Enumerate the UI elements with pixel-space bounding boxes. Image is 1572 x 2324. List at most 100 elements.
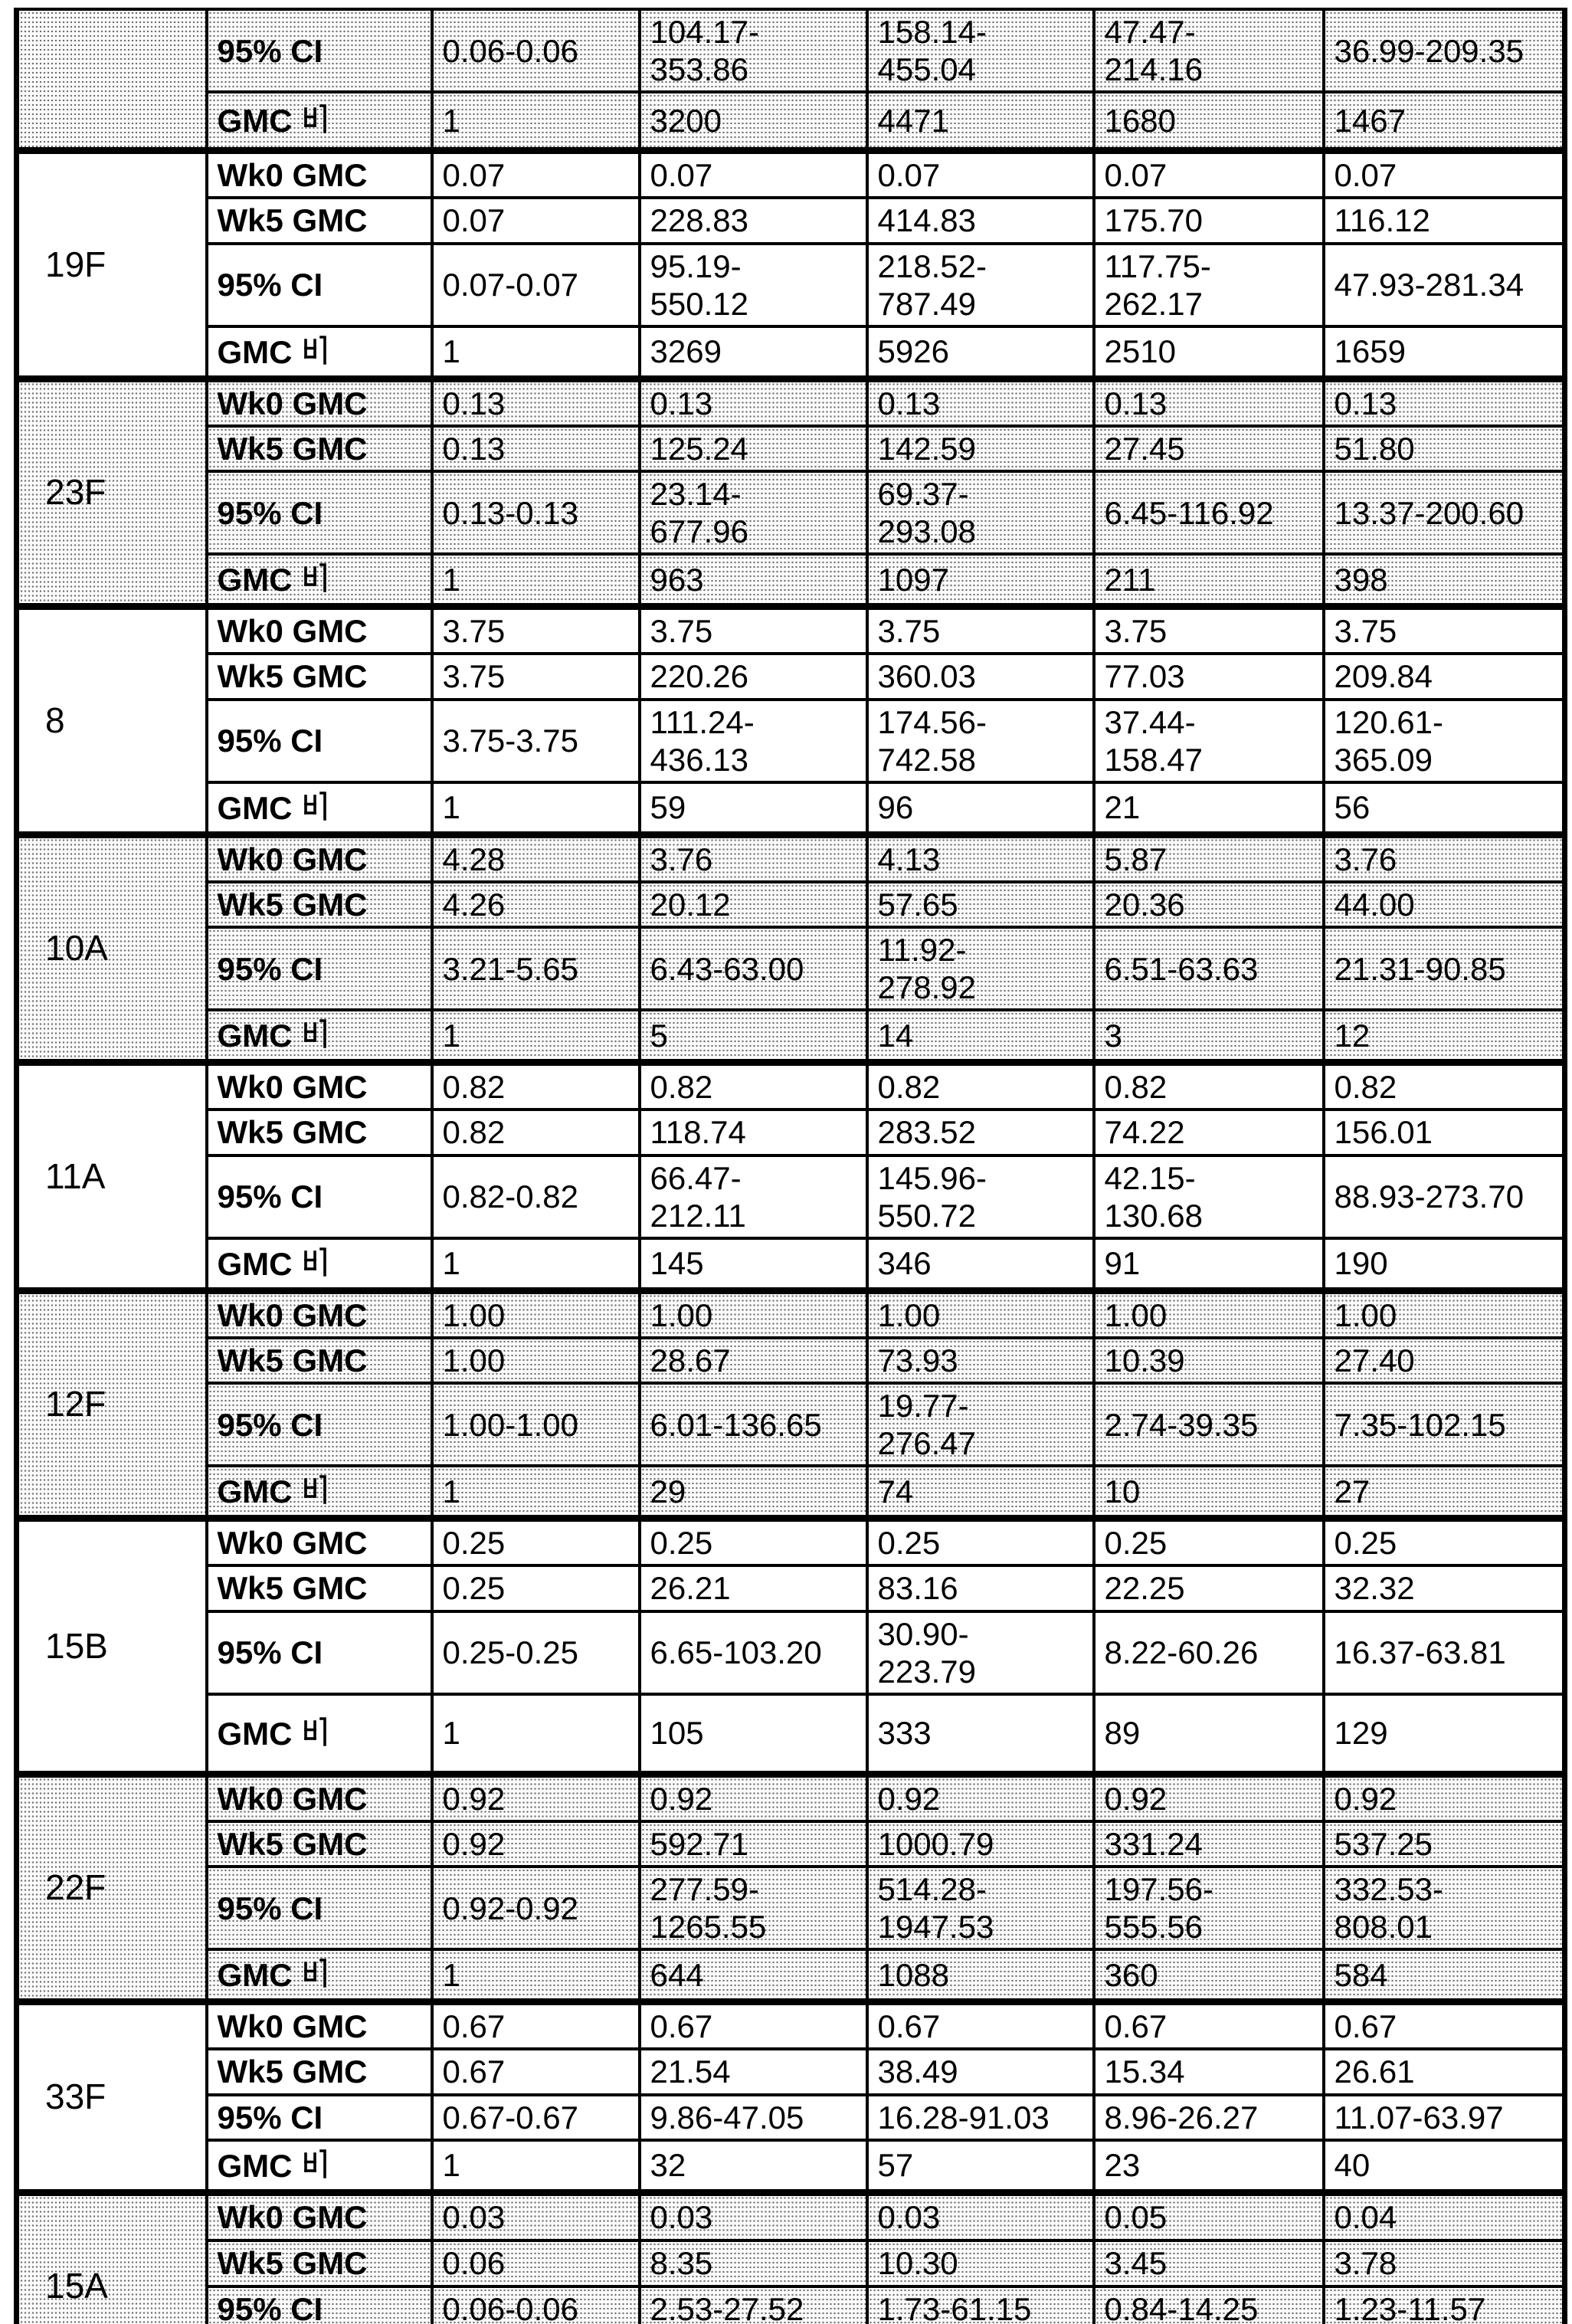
row-label: Wk0 GMC (217, 1525, 368, 1562)
value-cell: 4471 (865, 90, 1095, 152)
value-cell: 2.74-39.35 (1092, 1381, 1325, 1468)
value-cell: 3.78 (1321, 2238, 1567, 2288)
value-cell: 1.00 (637, 1287, 869, 1339)
value-cell: 56 (1321, 780, 1567, 837)
serotype-cell: 8 (15, 603, 208, 837)
value-cell: 129 (1321, 1692, 1567, 1776)
row-label: Wk5 GMC (217, 1342, 368, 1378)
row-label-cell: GMC (205, 324, 434, 381)
value-cell: 0.82 (1092, 1059, 1325, 1112)
row-label-cell: Wk0 GMC (205, 603, 434, 656)
row-label: 95% CI (217, 267, 323, 303)
table-row: GMC 1 3269 5926 2510 1659 (17, 324, 1567, 381)
value-cell: 0.67 (1092, 1998, 1325, 2051)
value-cell: 1659 (1321, 324, 1567, 381)
row-label-cell: GMC (205, 90, 434, 152)
row-label-cell: 95% CI (205, 469, 434, 556)
value-cell: 0.67 (430, 1998, 641, 2051)
value-cell: 537.25 (1321, 1819, 1567, 1869)
row-label-cell: Wk0 GMC (205, 1998, 434, 2051)
row-label: Wk0 GMC (217, 1296, 368, 1333)
row-label: 95% CI (217, 494, 323, 531)
value-cell: 40 (1321, 2138, 1567, 2195)
value-cell: 19.77- 276.47 (865, 1381, 1095, 1468)
table-row: Wk5 GMC 4.26 20.12 57.65 20.36 44.00 (17, 880, 1567, 929)
value-cell: 0.13 (430, 375, 641, 428)
value-cell: 1 (430, 90, 641, 152)
row-label-cell: Wk0 GMC (205, 1059, 434, 1112)
table-row: Wk5 GMC 0.07 228.83 414.83 175.70 116.12 (17, 196, 1567, 245)
table-row: Wk5 GMC 0.92 592.71 1000.79 331.24 537.25 (17, 1819, 1567, 1869)
value-cell: 95.19- 550.12 (637, 241, 869, 328)
value-cell: 37.44- 158.47 (1092, 697, 1325, 784)
value-cell: 1.00 (430, 1287, 641, 1339)
value-cell: 8.96-26.27 (1092, 2093, 1325, 2142)
value-cell: 11.07-63.97 (1321, 2093, 1567, 2142)
row-label: GMC (217, 789, 293, 826)
value-cell: 120.61- 365.09 (1321, 697, 1567, 784)
value-cell: 963 (637, 552, 869, 608)
table-row: Wk5 GMC 0.82 118.74 283.52 74.22 156.01 (17, 1108, 1567, 1157)
row-label-cell: 95% CI (205, 697, 434, 784)
value-cell: 197.56- 555.56 (1092, 1864, 1325, 1952)
value-cell: 0.07 (1321, 147, 1567, 200)
row-label: 95% CI (217, 2099, 323, 2136)
value-cell: 96 (865, 780, 1095, 837)
value-cell: 73.93 (865, 1336, 1095, 1385)
value-cell: 1 (430, 1692, 641, 1776)
value-cell: 29 (637, 1464, 869, 1520)
value-cell: 0.03 (637, 2188, 869, 2242)
value-cell: 44.00 (1321, 880, 1567, 929)
hangul-bi-glyph (303, 1475, 326, 1504)
value-cell: 0.07-0.07 (430, 241, 641, 328)
value-cell: 4.13 (865, 831, 1095, 883)
value-cell: 346 (865, 1236, 1095, 1293)
value-cell: 644 (637, 1948, 869, 2004)
row-label: GMC (217, 103, 293, 139)
table-row: 95% CI 3.21-5.65 6.43-63.00 11.92- 278.92 6.… (17, 925, 1567, 1012)
value-cell: 0.25 (1321, 1515, 1567, 1568)
value-cell: 21 (1092, 780, 1325, 837)
row-label-cell: 95% CI (205, 1153, 434, 1240)
row-label: GMC (217, 562, 293, 598)
hangul-bi-glyph (303, 1959, 326, 1988)
hangul-bi-glyph (303, 1019, 326, 1048)
value-cell: 22.25 (1092, 1564, 1325, 1613)
value-cell: 0.84-14.25 (1092, 2284, 1325, 2324)
value-cell: 3.75-3.75 (430, 697, 641, 784)
table-row: 95% CI 0.06-0.06 2.53-27.52 1.73-61.15 0.84-… (17, 2284, 1567, 2324)
value-cell: 0.67 (430, 2047, 641, 2096)
serotype-cell: 23F (15, 375, 208, 608)
value-cell: 360 (1092, 1948, 1325, 2004)
hangul-bi-glyph (303, 1247, 326, 1277)
row-label-cell: Wk5 GMC (205, 424, 434, 474)
value-cell: 1.00 (430, 1336, 641, 1385)
value-cell: 1000.79 (865, 1819, 1095, 1869)
row-label-cell: Wk0 GMC (205, 1770, 434, 1823)
value-cell: 16.28-91.03 (865, 2093, 1095, 2142)
value-cell: 77.03 (1092, 652, 1325, 701)
row-label-cell: GMC (205, 780, 434, 837)
value-cell: 0.13 (1092, 375, 1325, 428)
value-cell: 1.23-11.57 (1321, 2284, 1567, 2324)
value-cell: 47.47- 214.16 (1092, 9, 1325, 94)
row-label: GMC (217, 1018, 293, 1054)
serotype-cell: 10A (15, 831, 208, 1064)
value-cell: 514.28- 1947.53 (865, 1864, 1095, 1952)
value-cell: 156.01 (1321, 1108, 1567, 1157)
value-cell: 118.74 (637, 1108, 869, 1157)
value-cell: 3.45 (1092, 2238, 1325, 2288)
value-cell: 1088 (865, 1948, 1095, 2004)
row-label: Wk0 GMC (217, 2199, 368, 2236)
table-body: 95% CI 0.06-0.06 104.17- 353.86 158.14- 455… (15, 9, 1567, 2324)
value-cell: 57 (865, 2138, 1095, 2195)
value-cell: 3.76 (1321, 831, 1567, 883)
row-label: Wk5 GMC (217, 430, 368, 467)
row-label: 95% CI (217, 723, 323, 759)
value-cell: 1.73-61.15 (865, 2284, 1095, 2324)
row-label: GMC (217, 1715, 293, 1752)
row-label-cell: Wk0 GMC (205, 147, 434, 200)
value-cell: 23 (1092, 2138, 1325, 2195)
value-cell: 398 (1321, 552, 1567, 608)
